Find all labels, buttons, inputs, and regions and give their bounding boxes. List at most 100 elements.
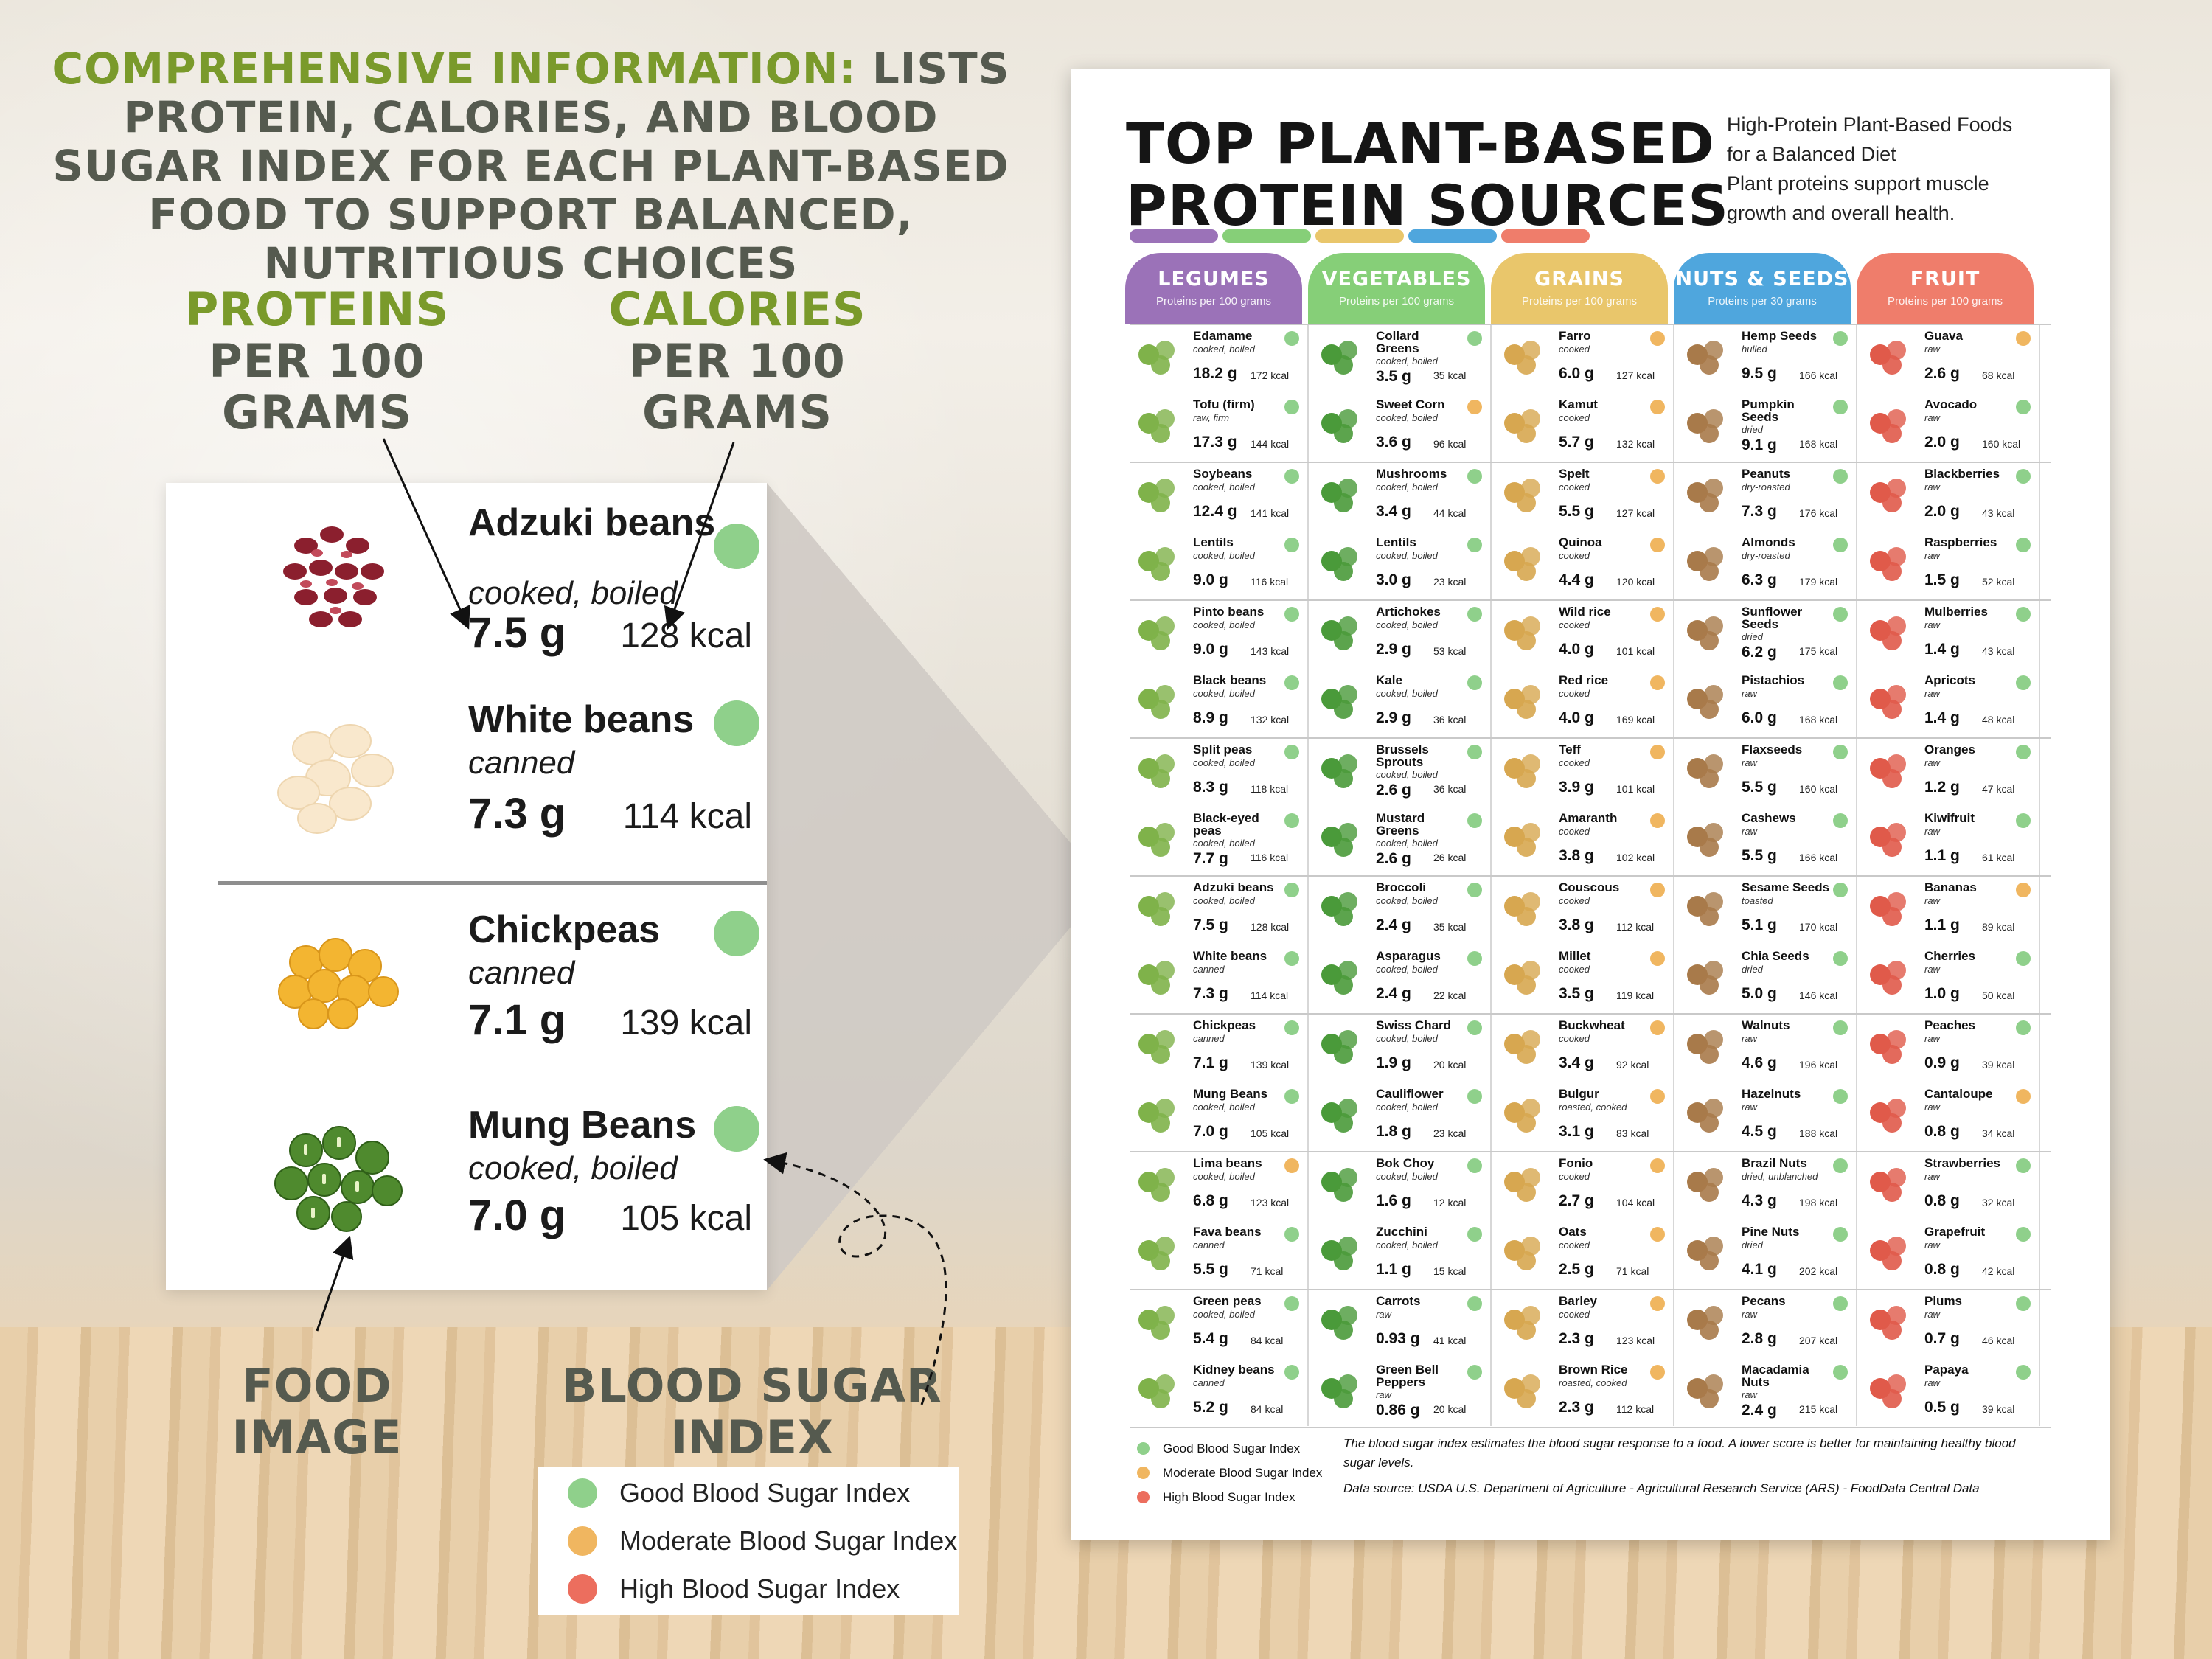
- label-food-image: FOOD IMAGE: [170, 1360, 465, 1464]
- blood-sugar-dot: [1467, 607, 1482, 622]
- food-image: [1321, 823, 1357, 857]
- food-name: Buckwheat: [1559, 1018, 1625, 1032]
- food-prep: cooked, boiled: [1193, 481, 1255, 493]
- callout-prep: canned: [468, 745, 575, 781]
- food-image: [1870, 754, 1906, 788]
- blood-sugar-dot: [1284, 469, 1299, 484]
- food-name: Cantaloupe: [1924, 1087, 1993, 1101]
- food-name: Guava: [1924, 329, 1963, 343]
- food-image: [1138, 1237, 1175, 1270]
- food-protein: 2.7 g: [1559, 1192, 1594, 1209]
- food-kcal: 119 kcal: [1616, 990, 1655, 1001]
- food-prep: cooked, boiled: [1376, 481, 1438, 493]
- food-kcal: 12 kcal: [1433, 1197, 1467, 1208]
- food-protein: 3.6 g: [1376, 434, 1411, 451]
- good-dot: [568, 1478, 597, 1508]
- food-prep: cooked, boiled: [1376, 550, 1438, 561]
- blood-sugar-dot: [1833, 1227, 1848, 1242]
- food-cell: Walnuts raw 4.6 g 196 kcal: [1674, 1013, 1857, 1082]
- blood-sugar-dot: [1833, 400, 1848, 414]
- food-cell: Farro cooked 6.0 g 127 kcal: [1491, 324, 1674, 392]
- category-fruit-name: FRUIT: [1910, 268, 1980, 291]
- food-image: [1504, 1237, 1540, 1270]
- food-image: [1321, 1099, 1357, 1133]
- label-proteins-line1: PROTEINS: [184, 282, 450, 336]
- blood-sugar-dot: [2016, 607, 2031, 622]
- food-cell: Peanuts dry-roasted 7.3 g 176 kcal: [1674, 462, 1857, 530]
- food-image: [1138, 754, 1175, 788]
- food-cell: Adzuki beans cooked, boiled 7.5 g 128 kcal: [1125, 875, 1308, 944]
- food-cell: Macadamia Nuts raw 2.4 g 215 kcal: [1674, 1357, 1857, 1426]
- food-kcal: 32 kcal: [1982, 1197, 2015, 1208]
- food-cell: Fava beans canned 5.5 g 71 kcal: [1125, 1220, 1308, 1288]
- food-image: [1321, 616, 1357, 650]
- blood-sugar-dot: [1650, 813, 1665, 828]
- blood-sugar-dot: [1833, 951, 1848, 966]
- food-protein: 7.3 g: [1742, 503, 1777, 520]
- food-name: Brussels Sprouts: [1376, 742, 1429, 769]
- food-image: [1504, 479, 1540, 512]
- blood-sugar-dot: [1833, 1020, 1848, 1035]
- food-cell: Carrots raw 0.93 g 41 kcal: [1308, 1289, 1491, 1357]
- food-kcal: 116 kcal: [1251, 576, 1289, 588]
- food-image: [1687, 1306, 1723, 1340]
- column-fruit: Guava raw 2.6 g 68 kcal Avocado raw 2.0 g 160 k…: [1857, 324, 2039, 1426]
- food-protein: 4.6 g: [1742, 1054, 1777, 1071]
- food-image: [1687, 754, 1723, 788]
- blood-sugar-dot: [1650, 951, 1665, 966]
- food-image: [1870, 892, 1906, 926]
- blood-sugar-dot: [2016, 538, 2031, 552]
- food-kcal: 139 kcal: [1251, 1059, 1290, 1071]
- food-prep: canned: [1193, 1239, 1225, 1251]
- callout-protein: 7.3 g: [468, 790, 566, 838]
- food-cell: Mustard Greens cooked, boiled 2.6 g 26 kcal: [1308, 806, 1491, 874]
- food-protein: 9.5 g: [1742, 365, 1777, 382]
- food-cell: Cashews raw 5.5 g 166 kcal: [1674, 806, 1857, 874]
- food-name: Peaches: [1924, 1018, 1975, 1032]
- food-protein: 6.3 g: [1742, 571, 1777, 588]
- food-kcal: 160 kcal: [1982, 438, 2021, 450]
- food-image: [1138, 616, 1175, 650]
- food-image: [1870, 479, 1906, 512]
- food-kcal: 202 kcal: [1799, 1265, 1838, 1277]
- high-dot: [568, 1574, 597, 1604]
- food-cell: Bok Choy cooked, boiled 1.6 g 12 kcal: [1308, 1151, 1491, 1220]
- poster-legend: Good Blood Sugar Index Moderate Blood Su…: [1137, 1436, 1322, 1509]
- poster-legend-high: High Blood Sugar Index: [1137, 1485, 1322, 1509]
- food-name: Barley: [1559, 1294, 1597, 1308]
- food-prep: dried: [1742, 964, 1763, 975]
- food-protein: 7.0 g: [1193, 1123, 1228, 1140]
- food-protein: 4.3 g: [1742, 1192, 1777, 1209]
- food-cell: Papaya raw 0.5 g 39 kcal: [1857, 1357, 2039, 1426]
- food-protein: 0.8 g: [1924, 1261, 1960, 1278]
- food-cell: Raspberries raw 1.5 g 52 kcal: [1857, 530, 2039, 599]
- food-prep: canned: [1193, 1033, 1225, 1044]
- poster-legend-good: Good Blood Sugar Index: [1137, 1436, 1322, 1461]
- food-name: Almonds: [1742, 535, 1795, 549]
- food-cell: Edamame cooked, boiled 18.2 g 172 kcal: [1125, 324, 1308, 392]
- poster-title-line2: PROTEIN SOURCES: [1126, 173, 1729, 238]
- food-cell: Split peas cooked, boiled 8.3 g 118 kcal: [1125, 737, 1308, 806]
- food-prep: raw: [1742, 826, 1757, 837]
- food-kcal: 68 kcal: [1982, 369, 2015, 381]
- food-kcal: 48 kcal: [1982, 714, 2015, 726]
- food-name: Mulberries: [1924, 605, 1988, 619]
- food-name: Chickpeas: [1193, 1018, 1256, 1032]
- food-cell: Pinto beans cooked, boiled 9.0 g 143 kcal: [1125, 599, 1308, 668]
- food-name: Raspberries: [1924, 535, 1997, 549]
- food-protein: 0.7 g: [1924, 1330, 1960, 1347]
- blood-sugar-dot: [1467, 745, 1482, 759]
- food-kcal: 188 kcal: [1799, 1127, 1838, 1139]
- food-name: Broccoli: [1376, 880, 1427, 894]
- food-image: [1687, 1374, 1723, 1408]
- headline-highlight: COMPREHENSIVE INFORMATION:: [52, 44, 857, 94]
- food-protein: 9.0 g: [1193, 571, 1228, 588]
- food-image: [1687, 1237, 1723, 1270]
- food-cell: Collard Greens cooked, boiled 3.5 g 35 kcal: [1308, 324, 1491, 392]
- food-protein: 17.3 g: [1193, 434, 1237, 451]
- blood-sugar-dot: [714, 700, 759, 746]
- blood-sugar-dot: [714, 1106, 759, 1152]
- food-image: [1138, 479, 1175, 512]
- food-cell: Chia Seeds dried 5.0 g 146 kcal: [1674, 944, 1857, 1012]
- food-name: Swiss Chard: [1376, 1018, 1452, 1032]
